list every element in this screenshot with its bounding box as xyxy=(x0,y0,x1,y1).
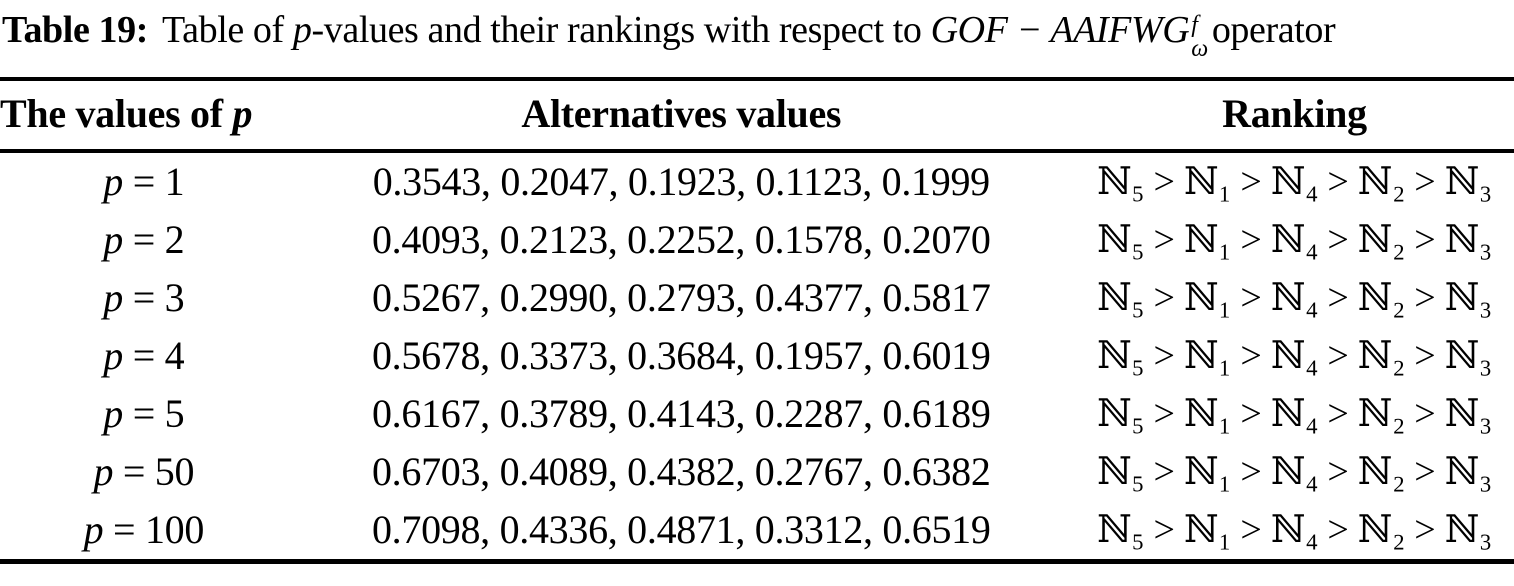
values-cell: 0.5678, 0.3373, 0.3684, 0.1957, 0.6019 xyxy=(371,333,991,378)
header-values-of-p: The values of p xyxy=(0,79,288,153)
header-ranking: Ranking xyxy=(1074,79,1514,153)
ranking-cell: ℕ₅ > ℕ₁ > ℕ₄ > ℕ₂ > ℕ₃ xyxy=(1096,393,1492,435)
table-row: p = 100 0.7098, 0.4336, 0.4871, 0.3312, … xyxy=(0,501,1514,562)
p-cell: p = 1 xyxy=(103,159,185,204)
ranking-cell: ℕ₅ > ℕ₁ > ℕ₄ > ℕ₂ > ℕ₃ xyxy=(1096,335,1492,377)
values-cell: 0.3543, 0.2047, 0.1923, 0.1123, 0.1999 xyxy=(372,159,990,204)
p-cell: p = 2 xyxy=(103,217,185,262)
caption-text-before: Table of xyxy=(161,9,293,51)
values-cell: 0.6167, 0.3789, 0.4143, 0.2287, 0.6189 xyxy=(371,391,991,436)
table-row: p = 1 0.3543, 0.2047, 0.1923, 0.1123, 0.… xyxy=(0,151,1514,211)
caption-p-variable: p xyxy=(292,9,312,51)
ranking-cell: ℕ₅ > ℕ₁ > ℕ₄ > ℕ₂ > ℕ₃ xyxy=(1096,219,1492,261)
operator-subscript: ω xyxy=(1191,36,1208,62)
table-header: The values of p Alternatives values Rank… xyxy=(0,79,1514,153)
values-cell: 0.4093, 0.2123, 0.2252, 0.1578, 0.2070 xyxy=(371,217,991,262)
p-cell: p = 3 xyxy=(103,275,185,320)
header-row: The values of p Alternatives values Rank… xyxy=(0,79,1514,153)
table-row: p = 50 0.6703, 0.4089, 0.4382, 0.2767, 0… xyxy=(0,443,1514,501)
p-cell: p = 4 xyxy=(103,333,185,378)
ranking-cell: ℕ₅ > ℕ₁ > ℕ₄ > ℕ₂ > ℕ₃ xyxy=(1096,451,1492,493)
values-cell: 0.7098, 0.4336, 0.4871, 0.3312, 0.6519 xyxy=(371,507,991,552)
ranking-cell: ℕ₅ > ℕ₁ > ℕ₄ > ℕ₂ > ℕ₃ xyxy=(1096,277,1492,319)
table-body: p = 1 0.3543, 0.2047, 0.1923, 0.1123, 0.… xyxy=(0,151,1514,562)
caption-operator-math: GOF − AAIFWG xyxy=(930,9,1190,51)
p-cell: p = 5 xyxy=(103,391,185,436)
header-p-variable: p xyxy=(232,91,253,136)
ranking-cell: ℕ₅ > ℕ₁ > ℕ₄ > ℕ₂ > ℕ₃ xyxy=(1096,161,1492,203)
caption-label: Table 19: xyxy=(2,9,148,51)
operator-superscript: f xyxy=(1191,12,1198,38)
p-values-table: The values of p Alternatives values Rank… xyxy=(0,77,1514,564)
p-cell: p = 100 xyxy=(83,507,205,552)
ranking-cell: ℕ₅ > ℕ₁ > ℕ₄ > ℕ₂ > ℕ₃ xyxy=(1096,509,1492,551)
table-row: p = 3 0.5267, 0.2990, 0.2793, 0.4377, 0.… xyxy=(0,269,1514,327)
caption-text-middle: -values and their rankings with respect … xyxy=(311,9,931,51)
p-cell: p = 50 xyxy=(93,449,195,494)
values-cell: 0.5267, 0.2990, 0.2793, 0.4377, 0.5817 xyxy=(371,275,991,320)
table-row: p = 2 0.4093, 0.2123, 0.2252, 0.1578, 0.… xyxy=(0,211,1514,269)
values-cell: 0.6703, 0.4089, 0.4382, 0.2767, 0.6382 xyxy=(371,449,991,494)
header-alternatives-values: Alternatives values xyxy=(287,79,1075,153)
table-row: p = 4 0.5678, 0.3373, 0.3684, 0.1957, 0.… xyxy=(0,327,1514,385)
caption-text-end: operator xyxy=(1211,9,1336,51)
table-row: p = 5 0.6167, 0.3789, 0.4143, 0.2287, 0.… xyxy=(0,385,1514,443)
table-caption: Table 19: Table of p-values and their ran… xyxy=(0,6,1514,61)
